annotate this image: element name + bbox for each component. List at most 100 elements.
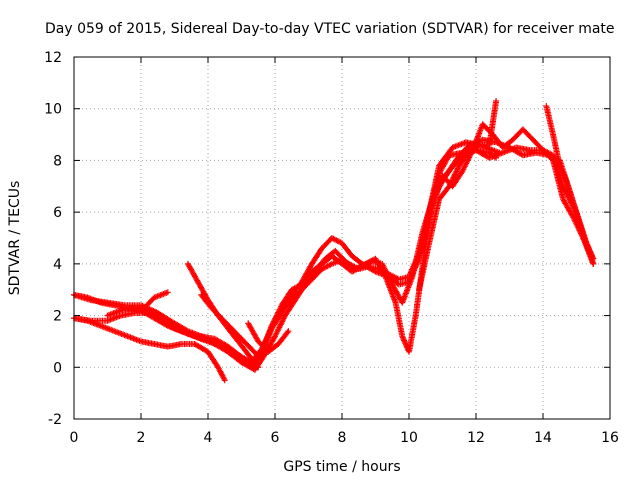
data-point-run: [225, 343, 244, 359]
data-point-run: [121, 302, 143, 309]
x-tick-label: 12: [467, 430, 485, 446]
data-point-run: [406, 314, 419, 355]
data-point-run: [288, 280, 304, 298]
data-point-run: [308, 246, 325, 267]
x-tick-label: 4: [204, 430, 213, 446]
data-point-run: [349, 253, 364, 266]
data-point-run: [583, 240, 596, 261]
data-point-run: [282, 298, 298, 319]
data-point-run: [466, 142, 481, 154]
data-point-run: [151, 289, 170, 301]
data-point-run: [519, 126, 535, 142]
data-point-run: [238, 359, 257, 373]
data-point-run: [570, 214, 586, 240]
x-axis-label: GPS time / hours: [283, 459, 400, 475]
y-tick-label: -2: [48, 412, 62, 428]
data-point-run: [436, 145, 455, 169]
data-point-run: [151, 341, 170, 350]
chart-title: Day 059 of 2015, Sidereal Day-to-day VTE…: [45, 21, 615, 37]
data-point-run: [215, 364, 227, 382]
data-point-run: [540, 147, 555, 163]
data-point-run: [318, 261, 334, 272]
data-point-run: [194, 279, 211, 302]
data-point-run: [312, 257, 328, 275]
data-point: [496, 149, 503, 156]
data-points: [71, 97, 597, 384]
data-point-run: [570, 198, 583, 224]
data-point-run: [486, 99, 499, 148]
data-point-run: [339, 240, 354, 258]
data-point-run: [359, 260, 378, 274]
data-point-run: [543, 103, 556, 136]
data-point-run: [292, 282, 308, 304]
data-point-run: [211, 335, 230, 349]
y-tick-label: 4: [53, 257, 62, 273]
x-tick-label: 0: [70, 430, 79, 446]
data-point-run: [268, 311, 284, 332]
data-point-run: [446, 164, 462, 190]
data-point-run: [87, 297, 109, 306]
data-point-run: [184, 260, 201, 284]
series-6: [419, 121, 597, 267]
data-point-run: [248, 346, 264, 362]
data-point-run: [235, 338, 251, 357]
y-tick-label: 12: [44, 50, 62, 66]
series-7: [416, 97, 500, 293]
x-tick-label: 6: [271, 430, 280, 446]
data-point: [590, 255, 597, 262]
series-11: [141, 289, 171, 311]
data-point-run: [328, 235, 344, 246]
y-tick-label: 0: [53, 360, 62, 376]
data-point: [255, 364, 262, 371]
data-point-run: [459, 148, 475, 174]
data-point-run: [506, 144, 525, 158]
data-point-run: [416, 241, 432, 293]
y-tick-label: 6: [53, 205, 62, 221]
data-point-run: [550, 131, 563, 167]
data-point-run: [104, 299, 126, 308]
data-point-run: [171, 320, 190, 334]
data-point-run: [225, 325, 241, 344]
data-point-run: [124, 333, 143, 344]
ticks: 0 2 4 6 8 10 12 14 16 -2 0 2 4 6 8 10 12: [44, 50, 619, 446]
data-point-run: [563, 178, 576, 204]
data-point-run: [550, 157, 566, 201]
data-point-run: [141, 295, 157, 311]
series-9: [184, 260, 262, 371]
data-point-run: [265, 342, 281, 355]
data-point: [221, 377, 228, 384]
data-point-run: [238, 335, 254, 351]
data-point-run: [208, 304, 224, 320]
data-point-run: [154, 310, 177, 326]
data-point-run: [218, 315, 234, 331]
data-point-run: [205, 348, 221, 369]
data-point: [590, 260, 597, 267]
data-point-run: [392, 299, 405, 338]
data-point-run: [245, 351, 261, 369]
series-1: [71, 315, 228, 384]
data-point-run: [225, 348, 244, 365]
x-tick-label: 8: [338, 430, 347, 446]
grid: [74, 57, 610, 419]
x-tick-label: 14: [534, 430, 552, 446]
data-point-run: [302, 269, 318, 288]
data-point-run: [426, 197, 442, 247]
data-point: [164, 289, 171, 296]
y-tick-label: 2: [53, 309, 62, 325]
data-point-run: [406, 257, 422, 285]
data-point-run: [198, 291, 214, 310]
y-tick-label: 8: [53, 153, 62, 169]
x-tick-label: 10: [400, 430, 418, 446]
series-12: [245, 320, 292, 355]
data-point-run: [298, 262, 315, 285]
data-point-run: [556, 162, 569, 183]
data-point: [258, 356, 265, 363]
data-point-run: [278, 288, 294, 309]
data-point-run: [446, 153, 465, 174]
data-point-run: [499, 137, 515, 151]
data-point-run: [332, 247, 348, 264]
data-point-run: [191, 341, 210, 354]
data-point-run: [436, 184, 452, 203]
data-point-run: [275, 329, 291, 347]
